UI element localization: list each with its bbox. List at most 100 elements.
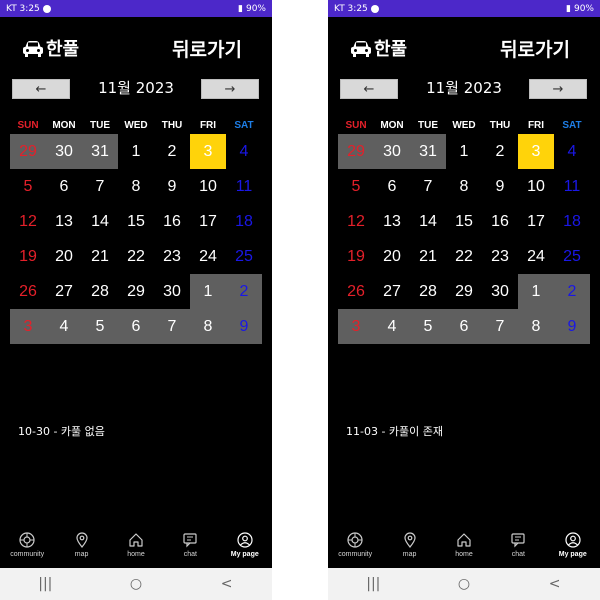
calendar-day[interactable]: 5 xyxy=(351,177,361,195)
calendar-day[interactable]: 6 xyxy=(59,177,69,195)
calendar-day[interactable]: 22 xyxy=(455,247,473,265)
calendar-day[interactable]: 20 xyxy=(55,247,73,265)
calendar-day[interactable]: 8 xyxy=(190,309,226,344)
calendar-day[interactable]: 29 xyxy=(455,282,473,300)
recent-apps-button[interactable]: ||| xyxy=(366,576,381,592)
calendar-day[interactable]: 30 xyxy=(491,282,509,300)
calendar-day[interactable]: 3 xyxy=(10,309,46,344)
nav-mypage[interactable]: My page xyxy=(546,530,600,568)
calendar-day[interactable]: 17 xyxy=(199,212,217,230)
calendar-day[interactable]: 16 xyxy=(491,212,509,230)
calendar-day[interactable]: 12 xyxy=(347,212,365,230)
calendar-day[interactable]: 7 xyxy=(154,309,190,344)
calendar-day[interactable]: 15 xyxy=(127,212,145,230)
calendar-day[interactable]: 1 xyxy=(459,142,469,160)
calendar-day[interactable]: 30 xyxy=(46,134,82,169)
calendar-day[interactable]: 19 xyxy=(19,247,37,265)
calendar-day[interactable]: 7 xyxy=(482,309,518,344)
calendar-day[interactable]: 24 xyxy=(199,247,217,265)
calendar-day[interactable]: 4 xyxy=(567,142,577,160)
nav-map[interactable]: map xyxy=(55,530,109,568)
calendar-day[interactable]: 6 xyxy=(446,309,482,344)
nav-community[interactable]: community xyxy=(328,530,382,568)
calendar-day[interactable]: 1 xyxy=(518,274,554,309)
calendar-day-today[interactable]: 3 xyxy=(518,134,554,169)
calendar-day[interactable]: 8 xyxy=(459,177,469,195)
nav-chat[interactable]: chat xyxy=(163,530,217,568)
nav-community[interactable]: community xyxy=(0,530,54,568)
calendar-day[interactable]: 6 xyxy=(118,309,154,344)
calendar-day[interactable]: 2 xyxy=(226,274,262,309)
calendar-day[interactable]: 11 xyxy=(235,177,253,195)
calendar-day[interactable]: 3 xyxy=(338,309,374,344)
calendar-day[interactable]: 2 xyxy=(167,142,177,160)
calendar-day[interactable]: 12 xyxy=(19,212,37,230)
nav-home[interactable]: home xyxy=(109,530,163,568)
calendar-day[interactable]: 18 xyxy=(235,212,253,230)
calendar-day[interactable]: 2 xyxy=(554,274,590,309)
calendar-day[interactable]: 18 xyxy=(563,212,581,230)
nav-home[interactable]: home xyxy=(437,530,491,568)
calendar-day[interactable]: 1 xyxy=(131,142,141,160)
calendar-day[interactable]: 4 xyxy=(239,142,249,160)
calendar-day[interactable]: 29 xyxy=(127,282,145,300)
system-back-button[interactable]: < xyxy=(548,576,561,592)
calendar-day[interactable]: 29 xyxy=(338,134,374,169)
calendar-day[interactable]: 31 xyxy=(82,134,118,169)
calendar-day[interactable]: 27 xyxy=(383,282,401,300)
calendar-day[interactable]: 7 xyxy=(423,177,433,195)
calendar-day[interactable]: 8 xyxy=(518,309,554,344)
calendar-day[interactable]: 9 xyxy=(495,177,505,195)
calendar-day[interactable]: 29 xyxy=(10,134,46,169)
next-month-button[interactable]: → xyxy=(529,79,587,99)
calendar-day[interactable]: 5 xyxy=(410,309,446,344)
calendar-day[interactable]: 13 xyxy=(383,212,401,230)
back-button[interactable]: 뒤로가기 xyxy=(500,39,570,61)
calendar-day[interactable]: 20 xyxy=(383,247,401,265)
calendar-day[interactable]: 2 xyxy=(495,142,505,160)
calendar-day[interactable]: 16 xyxy=(163,212,181,230)
nav-mypage[interactable]: My page xyxy=(218,530,272,568)
calendar-day[interactable]: 23 xyxy=(491,247,509,265)
calendar-day-today[interactable]: 3 xyxy=(190,134,226,169)
calendar-day[interactable]: 14 xyxy=(91,212,109,230)
calendar-day[interactable]: 31 xyxy=(410,134,446,169)
calendar-day[interactable]: 30 xyxy=(163,282,181,300)
calendar-day[interactable]: 5 xyxy=(23,177,33,195)
calendar-day[interactable]: 27 xyxy=(55,282,73,300)
recent-apps-button[interactable]: ||| xyxy=(38,576,53,592)
calendar-day[interactable]: 11 xyxy=(563,177,581,195)
calendar-day[interactable]: 9 xyxy=(167,177,177,195)
back-button[interactable]: 뒤로가기 xyxy=(172,39,242,61)
calendar-day[interactable]: 24 xyxy=(527,247,545,265)
calendar-day[interactable]: 10 xyxy=(199,177,217,195)
calendar-day[interactable]: 5 xyxy=(82,309,118,344)
calendar-day[interactable]: 26 xyxy=(19,282,37,300)
calendar-day[interactable]: 9 xyxy=(226,309,262,344)
calendar-day[interactable]: 14 xyxy=(419,212,437,230)
calendar-day[interactable]: 13 xyxy=(55,212,73,230)
calendar-day[interactable]: 10 xyxy=(527,177,545,195)
calendar-day[interactable]: 28 xyxy=(91,282,109,300)
calendar-day[interactable]: 28 xyxy=(419,282,437,300)
next-month-button[interactable]: → xyxy=(201,79,259,99)
system-home-button[interactable]: ○ xyxy=(457,576,471,592)
calendar-day[interactable]: 26 xyxy=(347,282,365,300)
calendar-day[interactable]: 19 xyxy=(347,247,365,265)
calendar-day[interactable]: 30 xyxy=(374,134,410,169)
calendar-day[interactable]: 4 xyxy=(374,309,410,344)
calendar-day[interactable]: 6 xyxy=(387,177,397,195)
nav-chat[interactable]: chat xyxy=(491,530,545,568)
prev-month-button[interactable]: ← xyxy=(340,79,398,99)
nav-map[interactable]: map xyxy=(383,530,437,568)
calendar-day[interactable]: 8 xyxy=(131,177,141,195)
calendar-day[interactable]: 21 xyxy=(419,247,437,265)
calendar-day[interactable]: 25 xyxy=(235,247,253,265)
system-back-button[interactable]: < xyxy=(220,576,233,592)
calendar-day[interactable]: 25 xyxy=(563,247,581,265)
calendar-day[interactable]: 21 xyxy=(91,247,109,265)
calendar-day[interactable]: 23 xyxy=(163,247,181,265)
prev-month-button[interactable]: ← xyxy=(12,79,70,99)
calendar-day[interactable]: 1 xyxy=(190,274,226,309)
calendar-day[interactable]: 15 xyxy=(455,212,473,230)
